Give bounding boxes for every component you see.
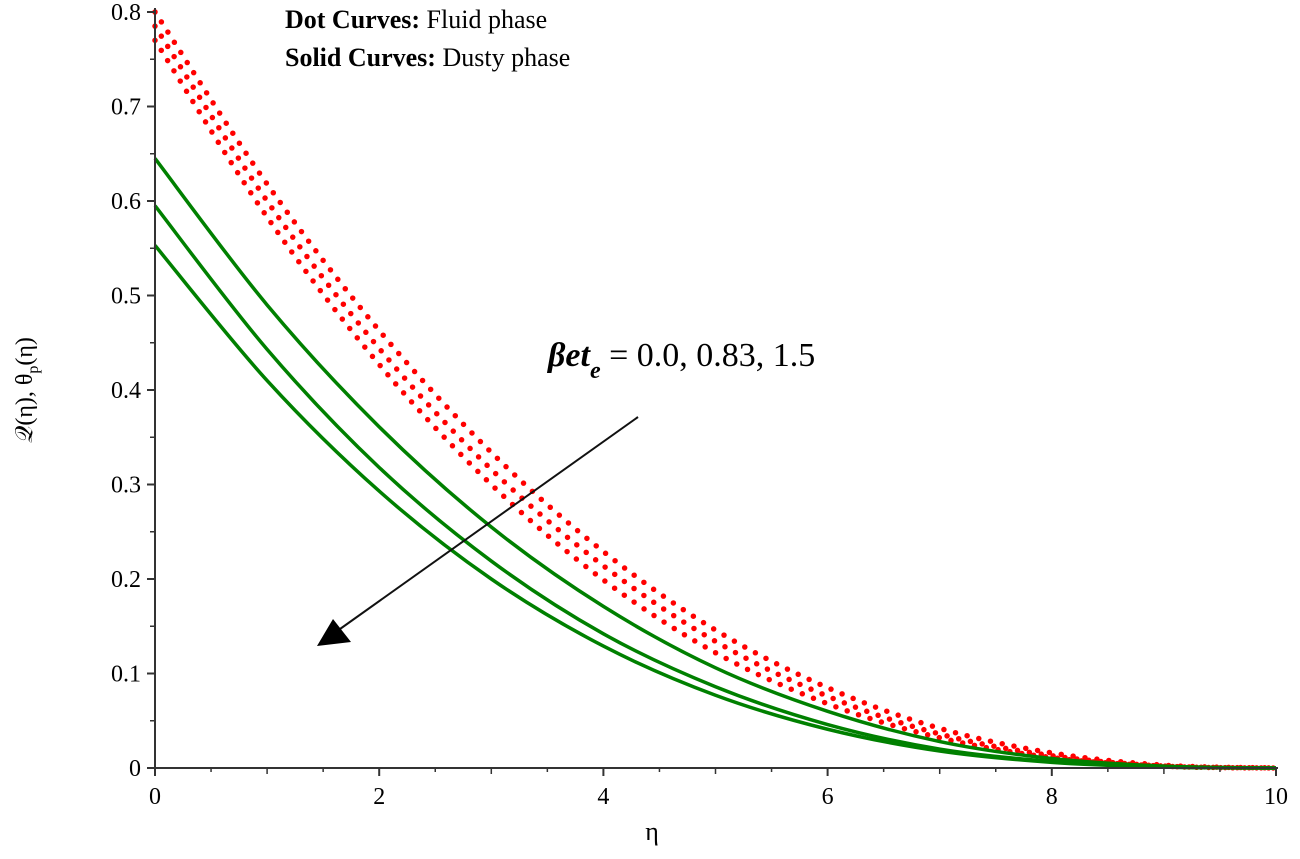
y-tick-label: 0.2 xyxy=(111,567,141,593)
dusty-phase-curve-1 xyxy=(153,157,1277,770)
curves xyxy=(152,9,1279,771)
annotation-arrowhead xyxy=(317,619,351,646)
legend: Dot Curves: Fluid phase Solid Curves: Du… xyxy=(285,5,570,72)
y-axis-label: 𝒬(η), θp(η) xyxy=(12,337,42,443)
legend-dusty-text: Dusty phase xyxy=(436,43,570,72)
legend-fluid-key: Dot Curves: xyxy=(285,5,420,34)
y-tick-label: 0.6 xyxy=(111,189,141,215)
legend-line-dusty: Solid Curves: Dusty phase xyxy=(285,43,570,72)
annotation-arrow-shaft xyxy=(339,416,639,630)
fluid-phase-curve-3 xyxy=(152,37,1279,771)
y-tick-label: 0.3 xyxy=(111,473,141,499)
y-tick-label: 0.4 xyxy=(111,378,141,404)
dusty-phase-curve-3 xyxy=(153,244,1277,770)
y-axis-label-main: 𝒬(η), θ xyxy=(12,374,38,443)
y-tick-label: 0.1 xyxy=(111,662,141,688)
y-tick-label: 0.5 xyxy=(111,284,141,310)
x-tick-label: 10 xyxy=(1264,784,1288,810)
x-tick-label: 6 xyxy=(822,784,834,810)
annotation-subscript: e xyxy=(590,358,601,384)
x-axis-label: η xyxy=(645,817,659,846)
y-axis-label-tail: (η) xyxy=(12,337,38,366)
x-tick-label: 4 xyxy=(597,784,609,810)
ticks: 0 2 4 6 8 10 0 0.1 0.2 0.3 0.4 0.5 0.6 0.7 0.8 xyxy=(111,0,1288,810)
y-tick-label: 0.8 xyxy=(111,0,141,26)
x-tick-label: 2 xyxy=(373,784,385,810)
legend-line-fluid: Dot Curves: Fluid phase xyxy=(285,5,547,34)
y-tick-label: 0.7 xyxy=(111,95,141,121)
annotation-label: βete = 0.0, 0.83, 1.5 xyxy=(546,337,815,384)
x-tick-label: 8 xyxy=(1046,784,1058,810)
legend-dusty-key: Solid Curves: xyxy=(285,43,436,72)
fluid-phase-curve-2 xyxy=(152,23,1279,771)
annotation-symbol: βet xyxy=(546,337,592,374)
x-tick-label: 0 xyxy=(149,784,161,810)
annotation: βete = 0.0, 0.83, 1.5 xyxy=(317,337,815,646)
y-tick-label: 0 xyxy=(129,756,141,782)
fluid-phase-curve-1 xyxy=(152,9,1279,771)
legend-fluid-text: Fluid phase xyxy=(420,5,547,34)
y-axis-label-sub: p xyxy=(25,366,42,374)
dusty-phase-curve-2 xyxy=(153,204,1277,770)
axes xyxy=(154,8,1278,769)
annotation-values: = 0.0, 0.83, 1.5 xyxy=(601,337,816,374)
